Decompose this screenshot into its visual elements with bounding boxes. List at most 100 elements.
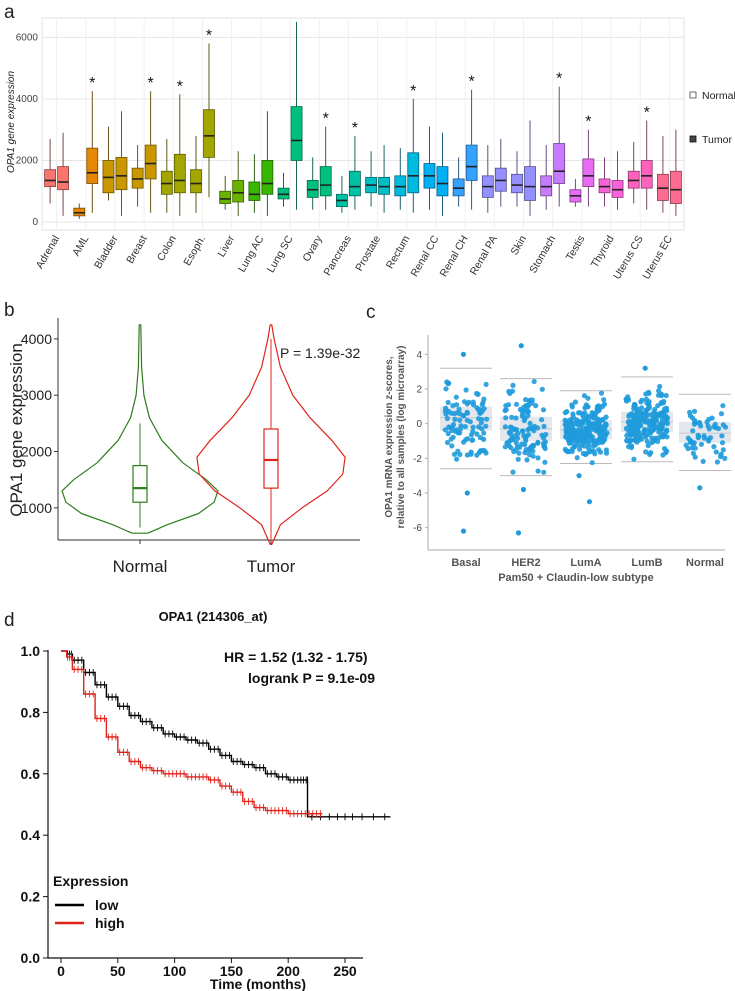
data-point [469, 437, 475, 443]
box-normal [423, 126, 436, 210]
data-point [478, 420, 484, 426]
data-point [573, 438, 579, 444]
x-category-label: Normal [113, 557, 168, 576]
data-point [483, 381, 489, 387]
data-point [463, 437, 469, 443]
box-normal [277, 172, 290, 207]
x-tick-label: 150 [220, 963, 244, 979]
box-tumor [290, 22, 303, 210]
data-point [457, 417, 463, 423]
panel-c-stripplot: OPA1 mRNA expression z-scores, relative … [384, 335, 731, 584]
data-point [535, 425, 541, 431]
data-point [720, 403, 726, 409]
data-point [637, 419, 643, 425]
data-point [509, 414, 515, 420]
km-curve-high [61, 650, 323, 815]
data-point [483, 423, 489, 429]
x-category-label: HER2 [511, 557, 540, 569]
significance-star: * [410, 83, 416, 100]
data-point [443, 386, 449, 392]
data-point [476, 416, 482, 422]
box-tumor [407, 98, 420, 213]
data-point [523, 433, 529, 440]
box-body [232, 180, 245, 203]
data-point [510, 382, 516, 388]
outlier-point [460, 528, 467, 534]
y-tick-label: 0.8 [21, 704, 41, 720]
data-point [577, 437, 583, 443]
data-point [484, 416, 490, 422]
data-point [644, 438, 650, 444]
data-point [637, 432, 643, 438]
data-point [639, 405, 645, 411]
data-point [524, 408, 531, 414]
data-point [481, 406, 487, 412]
box-body [190, 169, 202, 194]
data-point [643, 396, 650, 402]
category-label: Adrenal [34, 234, 62, 271]
data-point [444, 439, 451, 446]
data-point [663, 450, 669, 456]
data-point [533, 403, 539, 409]
y-tick-label: 2000 [21, 444, 52, 460]
box-body [115, 156, 128, 191]
category-label: Bladder [92, 233, 121, 271]
box-body [219, 190, 232, 204]
data-point [523, 438, 529, 444]
outlier-point [464, 490, 470, 496]
box-tumor [640, 120, 653, 210]
panel-a-ylabel: OPA1 gene expression [6, 71, 17, 174]
data-point [691, 408, 698, 414]
data-point [632, 426, 638, 432]
data-point [603, 421, 609, 427]
data-point [527, 420, 533, 426]
panel-d-legend: Expression low high [53, 873, 128, 931]
data-point [524, 457, 530, 463]
box-normal [511, 151, 523, 207]
data-point [451, 451, 458, 457]
data-point [444, 379, 450, 385]
y-tick-label: 2000 [16, 155, 39, 166]
box-normal [73, 203, 86, 219]
violin-box [263, 428, 279, 489]
data-point [572, 399, 579, 405]
significance-star: * [352, 120, 358, 137]
data-point [692, 454, 698, 460]
panel-b-pvalue: P = 1.39e-32 [280, 345, 361, 361]
box-tumor [203, 43, 215, 198]
data-point [701, 435, 708, 441]
data-point [590, 426, 596, 432]
box-normal [569, 178, 582, 207]
data-point [649, 435, 655, 441]
data-point [520, 428, 526, 434]
data-point [541, 423, 547, 429]
x-tick-label: 100 [163, 963, 187, 979]
data-point [508, 432, 514, 438]
box-tumor [611, 151, 624, 210]
data-point [597, 405, 603, 411]
box-tumor [465, 89, 478, 210]
x-tick-label: 50 [110, 963, 126, 979]
data-point [719, 433, 725, 439]
category-label: Pancreas [321, 234, 354, 278]
data-point [454, 402, 460, 408]
data-point [503, 415, 509, 421]
category-label: Prostate [353, 233, 383, 273]
data-point [507, 438, 513, 444]
category-label: Uterus EC [640, 233, 675, 281]
category-label: Thyroid [589, 233, 617, 269]
data-point [445, 399, 451, 406]
legend-title: Expression [53, 873, 128, 889]
category-label: Liver [216, 233, 238, 259]
data-point [505, 402, 512, 408]
data-point [705, 423, 711, 429]
category-label: Ovary [300, 233, 325, 264]
x-tick-label: 250 [333, 963, 357, 979]
data-point [525, 413, 531, 419]
data-point [602, 426, 608, 432]
category-label: Lung AC [236, 233, 267, 274]
box-tumor [582, 129, 595, 207]
box-body [86, 147, 99, 184]
data-point [652, 406, 658, 412]
data-point [585, 395, 591, 401]
